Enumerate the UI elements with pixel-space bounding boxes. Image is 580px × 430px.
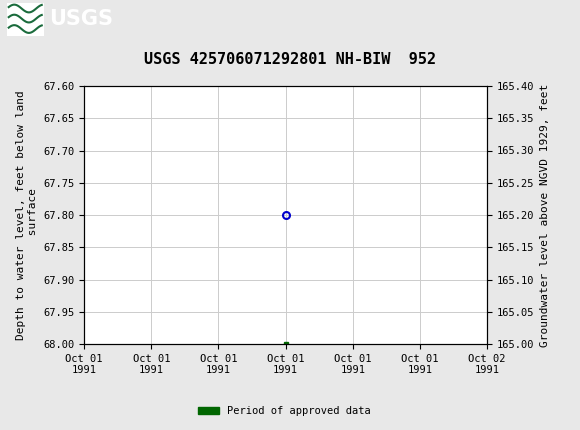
Text: USGS: USGS	[49, 9, 113, 29]
Text: USGS 425706071292801 NH-BIW  952: USGS 425706071292801 NH-BIW 952	[144, 52, 436, 67]
Y-axis label: Depth to water level, feet below land
 surface: Depth to water level, feet below land su…	[16, 90, 38, 340]
Bar	[7, 3, 44, 36]
Legend: Period of approved data: Period of approved data	[194, 402, 375, 421]
Y-axis label: Groundwater level above NGVD 1929, feet: Groundwater level above NGVD 1929, feet	[540, 83, 550, 347]
